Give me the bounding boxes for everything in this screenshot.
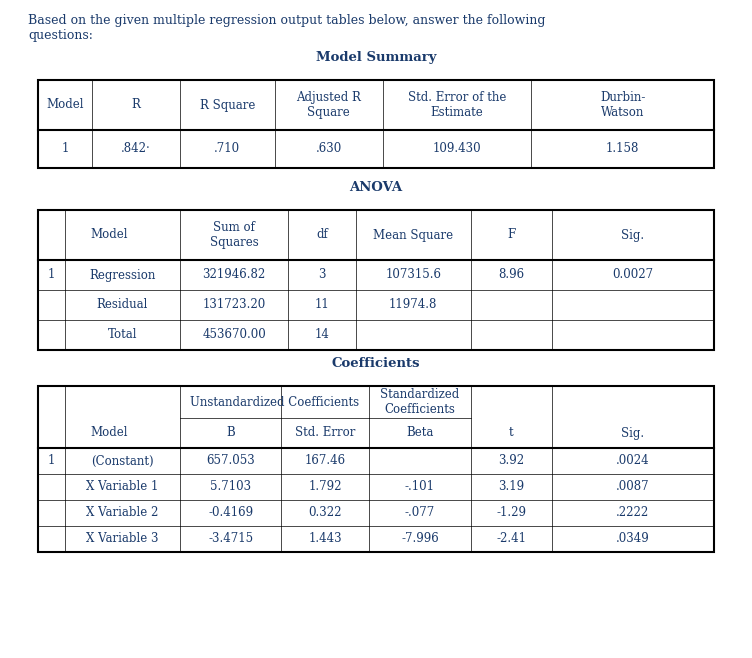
Text: -.077: -.077	[405, 507, 435, 520]
Text: Mean Square: Mean Square	[373, 228, 453, 241]
Text: 0.322: 0.322	[308, 507, 342, 520]
Text: 1: 1	[48, 268, 55, 282]
Text: Sig.: Sig.	[621, 426, 644, 440]
Text: 167.46: 167.46	[305, 455, 346, 467]
Text: Std. Error: Std. Error	[295, 426, 356, 440]
Text: Model Summary: Model Summary	[316, 51, 436, 64]
Text: .710: .710	[214, 143, 241, 155]
Text: -1.29: -1.29	[496, 507, 526, 520]
Text: .630: .630	[316, 143, 342, 155]
Text: 0.0027: 0.0027	[612, 268, 653, 282]
Text: 1.443: 1.443	[308, 532, 342, 545]
Text: 14: 14	[314, 328, 329, 342]
Text: 11: 11	[314, 299, 329, 311]
Text: Adjusted R
Square: Adjusted R Square	[296, 91, 361, 119]
Text: 657.053: 657.053	[206, 455, 255, 467]
Text: Residual: Residual	[97, 299, 148, 311]
Text: 3: 3	[318, 268, 326, 282]
Text: R: R	[132, 99, 141, 111]
Text: 3.92: 3.92	[498, 455, 524, 467]
Bar	[38, 386, 714, 552]
Text: .0024: .0024	[616, 455, 650, 467]
Text: Based on the given multiple regression output tables below, answer the following: Based on the given multiple regression o…	[28, 14, 545, 27]
Text: Model: Model	[90, 426, 128, 440]
Text: Durbin-
Watson: Durbin- Watson	[600, 91, 645, 119]
Text: 8.96: 8.96	[498, 268, 524, 282]
Text: 1.792: 1.792	[308, 480, 342, 494]
Text: 3.19: 3.19	[498, 480, 524, 494]
Text: B: B	[226, 426, 235, 440]
Text: 1: 1	[62, 143, 68, 155]
Text: 107315.6: 107315.6	[385, 268, 441, 282]
Text: df: df	[316, 228, 328, 241]
Text: ANOVA: ANOVA	[350, 181, 402, 194]
Text: Unstandardized Coefficients: Unstandardized Coefficients	[190, 395, 359, 409]
Text: Beta: Beta	[406, 426, 434, 440]
Text: X Variable 3: X Variable 3	[86, 532, 159, 545]
Text: 1: 1	[48, 455, 55, 467]
Text: 131723.20: 131723.20	[202, 299, 265, 311]
Text: Sig.: Sig.	[621, 228, 644, 241]
Text: Sum of
Squares: Sum of Squares	[210, 221, 259, 249]
Text: 321946.82: 321946.82	[202, 268, 265, 282]
Text: X Variable 2: X Variable 2	[86, 507, 159, 520]
Text: .0349: .0349	[616, 532, 650, 545]
Text: -7.996: -7.996	[401, 532, 439, 545]
Text: -0.4169: -0.4169	[208, 507, 253, 520]
Text: Standardized
Coefficients: Standardized Coefficients	[381, 388, 459, 416]
Text: .0087: .0087	[616, 480, 650, 494]
Text: t: t	[509, 426, 514, 440]
Text: -3.4715: -3.4715	[208, 532, 253, 545]
Text: 1.158: 1.158	[606, 143, 639, 155]
Text: -2.41: -2.41	[496, 532, 526, 545]
Text: Model: Model	[47, 99, 83, 111]
Text: (Constant): (Constant)	[91, 455, 154, 467]
Text: -.101: -.101	[405, 480, 435, 494]
Text: X Variable 1: X Variable 1	[86, 480, 159, 494]
Bar	[38, 80, 714, 168]
Text: F: F	[507, 228, 515, 241]
Text: 11974.8: 11974.8	[389, 299, 438, 311]
Text: questions:: questions:	[28, 29, 93, 42]
Text: 109.430: 109.430	[433, 143, 481, 155]
Text: 453670.00: 453670.00	[202, 328, 266, 342]
Text: R Square: R Square	[199, 99, 255, 111]
Text: .2222: .2222	[616, 507, 650, 520]
Text: Std. Error of the
Estimate: Std. Error of the Estimate	[408, 91, 506, 119]
Text: Model: Model	[90, 228, 128, 241]
Text: Regression: Regression	[89, 268, 156, 282]
Text: .842·: .842·	[121, 143, 151, 155]
Text: 5.7103: 5.7103	[210, 480, 251, 494]
Text: Coefficients: Coefficients	[332, 357, 420, 370]
Text: Total: Total	[108, 328, 138, 342]
Bar	[38, 210, 714, 350]
